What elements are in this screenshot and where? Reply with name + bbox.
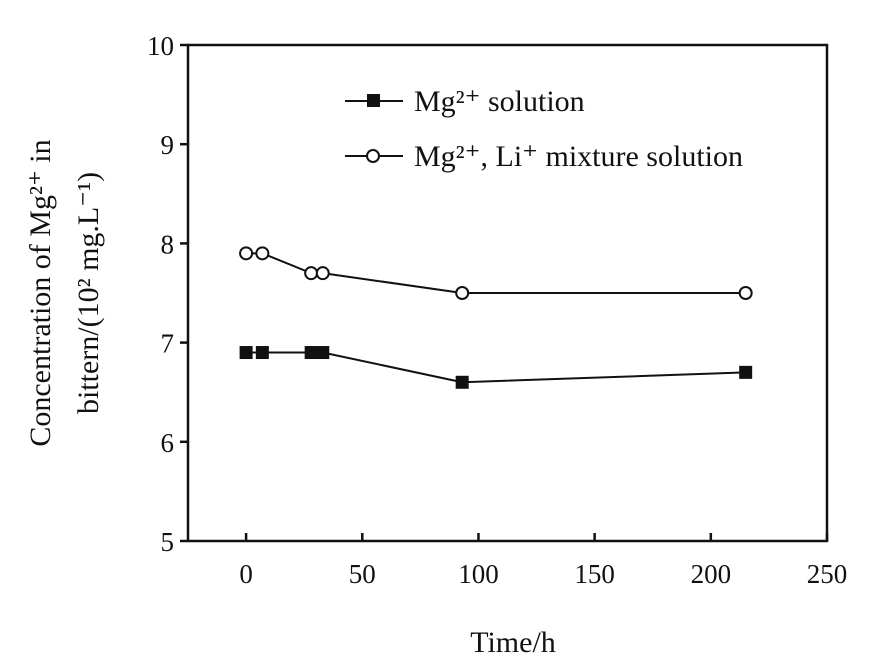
series-1 — [239, 246, 753, 300]
series-1-point — [315, 266, 330, 281]
y-tick-label: 5 — [161, 527, 175, 557]
y-tick-label: 9 — [161, 130, 175, 160]
legend-label-mg-li-mixture: Mg²⁺, Li⁺ mixture solution — [414, 140, 743, 173]
plot-frame — [186, 43, 829, 543]
y-tick-label: 7 — [161, 329, 175, 359]
x-tick-label: 0 — [239, 559, 253, 589]
y-tick-label: 10 — [147, 31, 174, 61]
x-tick-label: 200 — [691, 559, 732, 589]
legend-label-mg-solution: Mg²⁺ solution — [414, 85, 585, 118]
series-1-point — [738, 286, 753, 300]
series-0-point — [739, 365, 753, 379]
legend-item-mg-li-mixture: Mg²⁺, Li⁺ mixture solution — [345, 140, 743, 173]
series-1-point — [239, 246, 254, 261]
series-layer — [239, 246, 753, 389]
y-axis: 5 6 7 8 9 10 — [147, 31, 188, 557]
x-axis: 0 50 100 150 200 250 — [239, 533, 847, 589]
y-tick-label: 8 — [161, 229, 175, 259]
series-1-point — [304, 266, 319, 281]
x-tick-label: 50 — [349, 559, 376, 589]
series-0-point — [239, 346, 253, 360]
series-0 — [239, 346, 753, 389]
y-tick-label: 6 — [161, 428, 175, 458]
series-0-point — [316, 346, 330, 360]
series-0-point — [455, 375, 469, 389]
x-axis-title: Time/h — [470, 626, 556, 659]
y-axis-title-line2: bittern/(10² mg.L⁻¹) — [72, 172, 105, 414]
series-1-point — [255, 246, 270, 261]
legend: Mg²⁺ solution Mg²⁺, Li⁺ mixture solution — [345, 85, 743, 173]
x-tick-label: 100 — [458, 559, 499, 589]
y-axis-title: Concentration of Mg²⁺ in bittern/(10² mg… — [24, 139, 105, 446]
series-0-point — [304, 346, 318, 360]
x-tick-label: 250 — [807, 559, 848, 589]
legend-item-mg-solution: Mg²⁺ solution — [345, 85, 585, 118]
series-0-point — [255, 346, 269, 360]
y-axis-title-line1: Concentration of Mg²⁺ in — [24, 139, 57, 446]
series-1-point — [455, 286, 470, 300]
x-tick-label: 150 — [574, 559, 615, 589]
